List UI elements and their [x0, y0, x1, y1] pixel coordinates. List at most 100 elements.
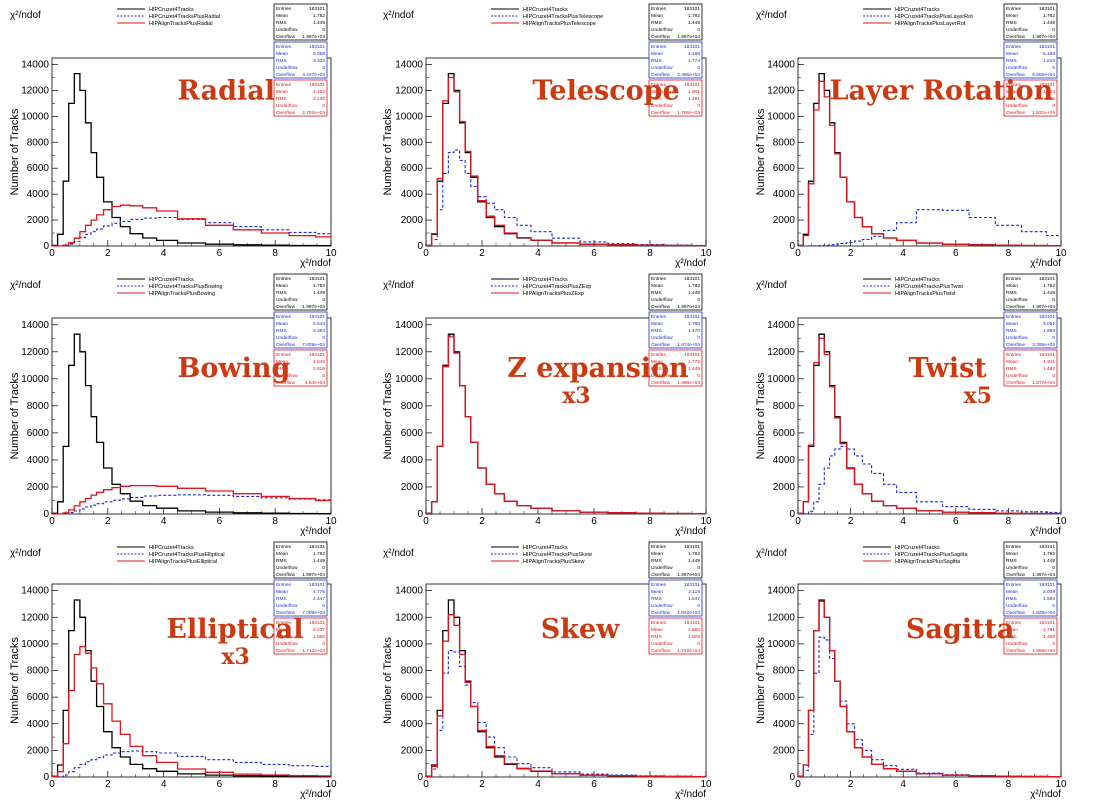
- stats-value: 1.782: [313, 13, 325, 19]
- stats-key: Overflow: [1006, 648, 1025, 654]
- stats-key: Overflow: [1006, 110, 1025, 116]
- y-tick-label: 8000: [773, 666, 796, 677]
- series-line-3: [797, 600, 1061, 778]
- stats-key: Entries: [276, 352, 292, 358]
- stats-value: 1.505: [688, 634, 700, 640]
- stats-box-3: Entries 183101 Mean 1.804 RMS 1.52 Underflow 0 O…: [1003, 79, 1058, 117]
- x-tick-label: 2: [479, 516, 485, 527]
- stats-key: Underflow: [1006, 297, 1028, 303]
- stats-value: 3.136: [313, 96, 325, 102]
- stats-box-3: Entries 183101 Mean 1.781 RMS 1.458 Underflow 0…: [1003, 617, 1058, 655]
- stats-value: 3.395e+04: [1032, 342, 1055, 348]
- legend: HIPCruzet4TracksHIPCruzet4TracksPlusSkew…: [491, 545, 592, 565]
- y-tick-label: 6000: [773, 428, 796, 439]
- legend: HIPCruzet4TracksHIPCruzet4TracksPlusZExp…: [491, 277, 591, 297]
- stats-key: Entries: [651, 544, 667, 550]
- panel-header-label: χ²/ndof: [756, 280, 787, 291]
- chart-panel-2: χ²/ndof020004000600080001000012000140000…: [382, 3, 712, 269]
- x-axis-title: χ²/ndof: [300, 526, 331, 537]
- stats-box-2: Entries 183101 Mean 2.115 RMS 1.647 Underflow 0…: [648, 579, 703, 617]
- x-tick-label: 4: [161, 516, 167, 527]
- stats-value: 0: [1052, 297, 1055, 303]
- stats-value: 1.782: [688, 283, 700, 289]
- stats-key: Overflow: [651, 572, 670, 578]
- chart-panel-8: χ²/ndof020004000600080001000012000140000…: [382, 541, 712, 800]
- legend: HIPCruzet4TracksHIPCruzet4TracksPlusSagi…: [863, 545, 968, 565]
- y-tick-label: 4000: [27, 719, 50, 730]
- stats-key: Overflow: [651, 610, 670, 616]
- stats-key: RMS: [1006, 596, 1017, 602]
- x-tick-label: 2: [105, 516, 111, 527]
- stats-box-frame: [1003, 273, 1058, 311]
- x-tick-label: 6: [953, 516, 959, 527]
- x-tick-label: 0: [423, 516, 429, 527]
- x-tick-label: 10: [1055, 248, 1067, 259]
- stats-key: Underflow: [1006, 103, 1028, 109]
- stats-box-3: Entries 183101 Mean 4.182 RMS 3.136 Underflow 0…: [273, 79, 328, 117]
- stats-value: 183101: [309, 44, 325, 50]
- stats-key: RMS: [651, 20, 662, 26]
- y-tick-label: 10000: [395, 374, 423, 385]
- y-tick-label: 0: [43, 772, 49, 783]
- stats-key: RMS: [1006, 20, 1017, 26]
- x-tick-label: 2: [848, 516, 854, 527]
- legend-entry: HIPCruzet4TracksPlusRadial: [149, 14, 220, 20]
- y-tick-label: 8000: [401, 137, 424, 148]
- stats-value: 1.997e+04: [1032, 34, 1055, 40]
- stats-value: 0: [322, 335, 325, 341]
- x-tick-label: 2: [105, 248, 111, 259]
- stats-key: Underflow: [1006, 65, 1028, 71]
- stats-box-frame: [648, 3, 703, 41]
- y-tick-label: 6000: [773, 163, 796, 174]
- y-tick-label: 4000: [773, 719, 796, 730]
- stats-box-2: Entries 183101 Mean 4.775 RMS 2.447 Underflow 0…: [273, 579, 328, 617]
- stats-value: 4.437e+04: [302, 72, 325, 78]
- stats-value: 0: [322, 297, 325, 303]
- stats-box-frame: [273, 273, 328, 311]
- stats-value: 1.997e+04: [1032, 572, 1055, 578]
- panel-title: Twist: [908, 353, 987, 384]
- stats-key: Underflow: [651, 65, 673, 71]
- stats-value: 3.051: [1043, 321, 1055, 327]
- x-tick-label: 4: [900, 516, 906, 527]
- series-line-3: [52, 204, 331, 247]
- stats-box-frame: [273, 579, 328, 617]
- stats-key: RMS: [1006, 290, 1017, 296]
- stats-key: Entries: [651, 582, 667, 588]
- chart-panel-4: χ²/ndof020004000600080001000012000140000…: [9, 273, 337, 537]
- y-tick-label: 4000: [401, 189, 424, 200]
- stats-value: 1.956e+04: [1032, 648, 1055, 654]
- stats-value: 7.009e+04: [302, 610, 325, 616]
- stats-key: Underflow: [1006, 27, 1028, 33]
- y-tick-label: 8000: [27, 401, 50, 412]
- stats-value: 183101: [684, 314, 700, 320]
- legend-entry: HIPCruzet4TracksPlusTwist: [895, 284, 963, 290]
- stats-value: 2.186: [688, 51, 700, 57]
- x-tick-label: 8: [1006, 248, 1012, 259]
- stats-value: 183101: [684, 620, 700, 626]
- stats-key: Underflow: [651, 103, 673, 109]
- y-tick-label: 8000: [401, 401, 424, 412]
- stats-box-frame: [648, 579, 703, 617]
- stats-key: Entries: [651, 6, 667, 12]
- stats-box-2: Entries 183101 Mean 1.780 RMS 1.470 Underflow 0…: [648, 311, 703, 349]
- x-tick-label: 10: [325, 779, 337, 790]
- stats-key: Entries: [276, 6, 292, 12]
- y-tick-label: 2000: [773, 215, 796, 226]
- stats-value: 0: [697, 297, 700, 303]
- stats-key: Overflow: [651, 110, 670, 116]
- stats-key: RMS: [276, 328, 287, 334]
- stats-key: Mean: [651, 589, 663, 595]
- y-tick-label: 2000: [27, 482, 50, 493]
- y-tick-label: 4000: [773, 189, 796, 200]
- stats-value: 3.332: [313, 58, 325, 64]
- legend-entry: HIPAlignTracksPlusZExp: [523, 291, 584, 297]
- stats-value: 1.966e+04: [677, 380, 700, 386]
- stats-key: Underflow: [651, 297, 673, 303]
- stats-value: 0: [1052, 603, 1055, 609]
- stats-value: 4.775: [313, 589, 325, 595]
- series-line-3: [797, 80, 1061, 247]
- stats-value: 1.804: [1043, 89, 1055, 95]
- stats-key: Overflow: [276, 342, 295, 348]
- stats-value: 1.780: [688, 321, 700, 327]
